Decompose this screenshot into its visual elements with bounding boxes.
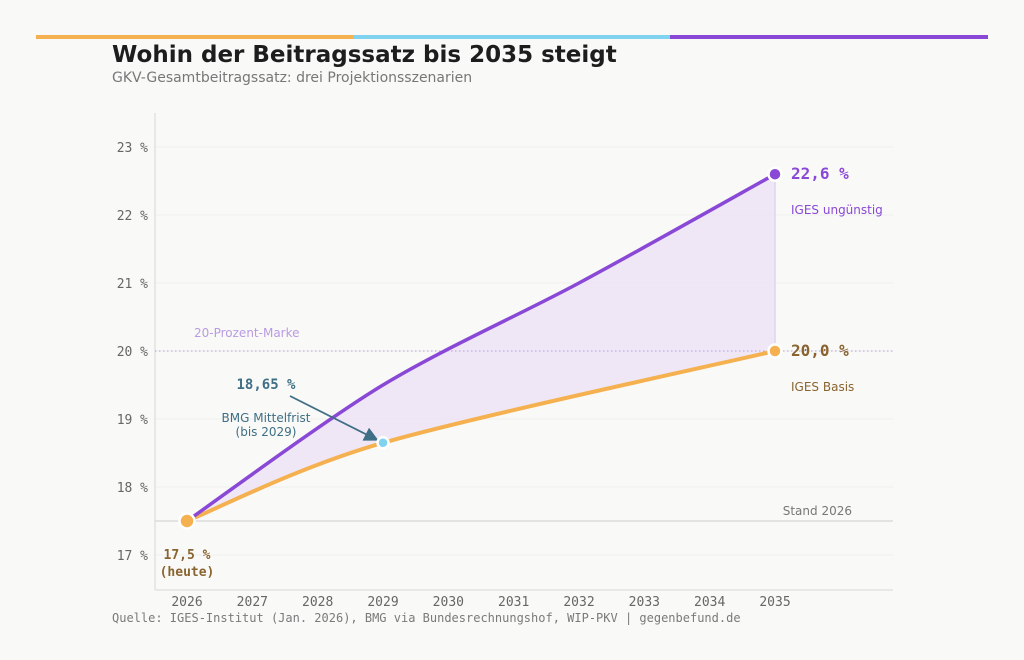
chart-title: Wohin der Beitragssatz bis 2035 steigt [112,42,617,68]
marker-heute [178,512,196,530]
x-tick-label: 2034 [694,595,725,610]
y-tick-label: 19 % [117,413,148,428]
accent-bar-orange [36,35,353,39]
scenario-band-fill [187,174,775,521]
data-labels: 22,6 % IGES ungünstig 20,0 % IGES Basis 17,5… [160,164,883,580]
reference-label-20-percent: 20-Prozent-Marke [194,326,300,340]
reference-lines: 20-Prozent-Marke Stand 2026 [155,326,893,522]
y-tick-label: 23 % [117,141,148,156]
label-bmg-caption-2: (bis 2029) [236,425,297,439]
reference-label-stand-2026: Stand 2026 [783,504,852,518]
label-heute-caption: (heute) [160,565,215,580]
tick-labels: 17 % 18 % 19 % 20 % 21 % 22 % 23 % 2026 2027 2028… [117,141,791,610]
x-tick-label: 2026 [171,595,202,610]
x-tick-label: 2028 [302,595,333,610]
point-markers [178,166,783,530]
label-bmg-value: 18,65 % [236,377,296,393]
x-tick-label: 2031 [498,595,529,610]
x-tick-label: 2030 [433,595,464,610]
marker-bmg-mittelfrist [376,436,390,450]
x-tick-label: 2032 [563,595,594,610]
y-tick-label: 21 % [117,277,148,292]
x-tick-label: 2035 [759,595,790,610]
caption-iges-unguenstig: IGES ungünstig [791,203,883,217]
label-bmg-caption-1: BMG Mittelfrist [222,411,311,425]
annotation-arrow-bmg [289,395,379,441]
y-tick-label: 17 % [117,549,148,564]
x-tick-label: 2029 [367,595,398,610]
series-line-iges-basis [185,349,777,523]
accent-bar-blue [353,35,670,39]
x-tick-label: 2027 [237,595,268,610]
source-note: Quelle: IGES-Institut (Jan. 2026), BMG v… [112,611,741,625]
x-tick-label: 2033 [629,595,660,610]
series-line-iges-unguenstig [185,172,777,523]
caption-iges-basis: IGES Basis [791,380,854,394]
y-tick-label: 20 % [117,345,148,360]
chart-subtitle: GKV-Gesamtbeitragssatz: drei Projektions… [112,70,473,86]
y-tick-label: 18 % [117,481,148,496]
grid-lines [155,146,893,556]
end-label-iges-unguenstig: 22,6 % [791,164,849,183]
label-heute-value: 17,5 % [164,548,211,563]
series-lines [185,172,777,523]
marker-iges-unguenstig-2035 [767,166,783,182]
marker-iges-basis-2035 [767,343,783,359]
scenario-band [187,174,776,521]
y-tick-label: 22 % [117,209,148,224]
end-label-iges-basis: 20,0 % [791,341,849,360]
annotations [289,395,379,441]
accent-bar-purple [670,35,988,39]
